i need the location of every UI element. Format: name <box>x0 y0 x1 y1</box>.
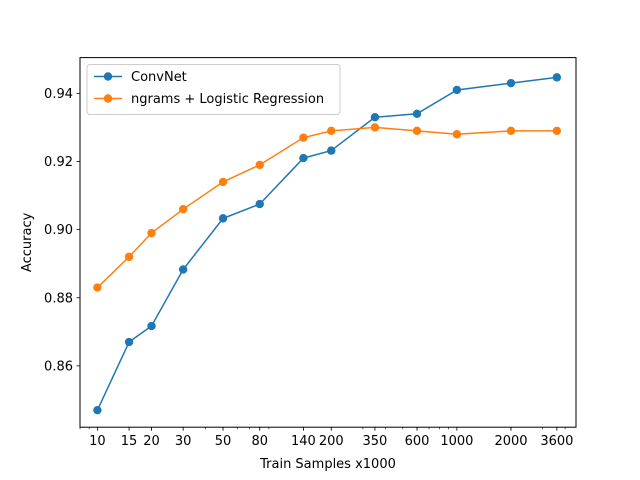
series-2 <box>93 123 562 292</box>
legend-box <box>86 64 341 115</box>
data-point <box>255 160 264 170</box>
series-1 <box>93 73 562 415</box>
legend-marker <box>103 94 113 103</box>
data-point <box>412 126 422 136</box>
legend: ConvNet ngrams + Logistic Regression <box>86 64 341 115</box>
x-axis: 10 15 20 30 50 80 140 200 350 600 1000 2000 3600 <box>79 427 573 449</box>
y-tick-label: 0.86 <box>44 359 73 374</box>
legend-label: ngrams + Logistic Regression <box>131 92 324 107</box>
data-point <box>93 405 102 415</box>
series-line <box>96 76 557 411</box>
legend-label: ConvNet <box>131 70 187 85</box>
x-tick-label: 50 <box>215 434 232 449</box>
y-tick-label: 0.90 <box>44 223 73 238</box>
x-tick-label: 30 <box>175 434 192 449</box>
y-axis-label: Accuracy <box>20 212 35 272</box>
data-point <box>552 126 562 136</box>
data-point <box>93 283 102 292</box>
data-point <box>412 109 422 119</box>
x-tick-label: 3600 <box>540 434 573 449</box>
data-point <box>147 321 156 331</box>
data-point <box>327 146 336 155</box>
data-point <box>299 133 308 142</box>
data-point <box>370 113 380 122</box>
data-point <box>147 228 156 238</box>
x-tick-label: 600 <box>405 434 430 449</box>
data-point <box>452 85 462 95</box>
data-point <box>178 204 188 214</box>
x-tick-label: 20 <box>143 434 160 449</box>
x-tick-label: 350 <box>363 434 388 449</box>
data-point <box>178 265 188 274</box>
plot-frame <box>79 57 577 428</box>
x-tick-label: 10 <box>89 434 106 449</box>
legend-item: ngrams + Logistic Regression <box>94 92 324 107</box>
legend-marker <box>103 72 113 81</box>
y-tick-label: 0.88 <box>44 291 73 306</box>
x-tick-label: 15 <box>121 434 138 449</box>
data-point <box>370 123 380 132</box>
x-tick-label: 2000 <box>494 434 527 449</box>
y-tick-label: 0.92 <box>44 155 73 170</box>
y-tick-label: 0.94 <box>44 87 73 102</box>
x-tick-label: 1000 <box>440 434 473 449</box>
data-point <box>124 252 134 262</box>
data-point <box>552 73 562 82</box>
data-point <box>327 126 336 136</box>
data-point <box>452 130 462 139</box>
x-tick-label: 140 <box>291 434 316 449</box>
series-layer <box>93 73 562 415</box>
data-point <box>506 126 516 136</box>
data-point <box>218 177 228 187</box>
y-axis: 0.86 0.88 0.90 0.92 0.94 <box>44 87 80 374</box>
data-point <box>124 337 134 347</box>
legend-item: ConvNet <box>94 70 187 85</box>
data-point <box>218 214 228 223</box>
x-tick-label: 80 <box>251 434 268 449</box>
data-point <box>255 199 264 209</box>
x-tick-label: 200 <box>319 434 344 449</box>
x-axis-label: Train Samples x1000 <box>259 457 396 472</box>
data-point <box>506 78 516 88</box>
data-point <box>299 153 308 163</box>
